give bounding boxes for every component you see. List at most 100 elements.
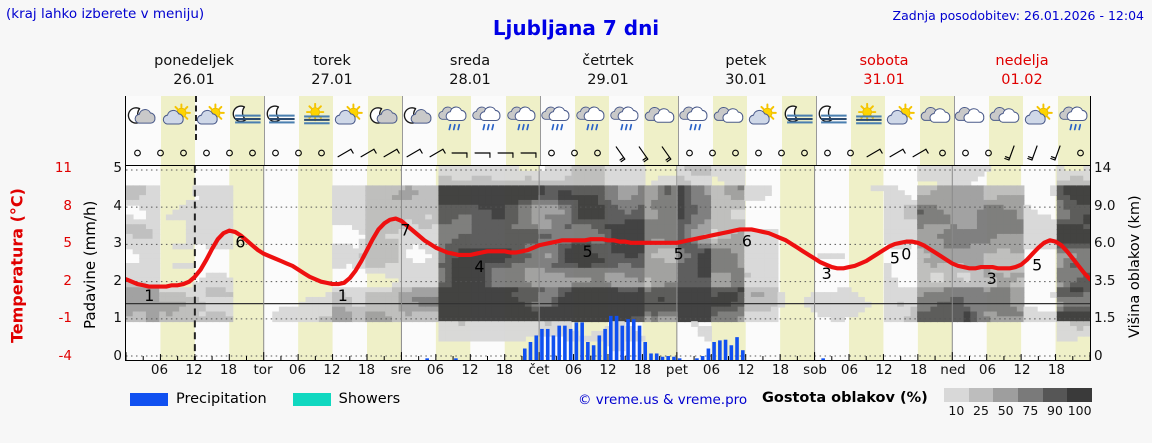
wind-barb — [678, 140, 701, 165]
x-axis-label: 06 — [564, 362, 583, 378]
day-name: sreda — [449, 53, 491, 69]
cloud-rain-icon — [437, 97, 472, 139]
moon-cloud-icon — [368, 97, 403, 139]
temperature-annotation: 6 — [742, 231, 752, 250]
night-shade — [712, 140, 747, 165]
cloud-density-tick: 100 — [1067, 403, 1092, 418]
x-axis-label: 06 — [702, 362, 721, 378]
axis-tick: -4 — [58, 348, 72, 364]
x-axis-label: 06 — [840, 362, 859, 378]
night-shade — [367, 140, 402, 165]
day-name: četrtek — [582, 53, 634, 69]
wind-barb — [908, 140, 931, 165]
wind-barb — [563, 140, 586, 165]
cloud-density-swatch — [944, 388, 969, 402]
sun-cloud-icon — [1023, 97, 1058, 139]
day-name: sobota — [859, 53, 909, 69]
x-axis-label: 12 — [599, 362, 617, 378]
cloud-density-tick: 90 — [1047, 403, 1063, 418]
wind-barb — [333, 140, 356, 165]
last-update-label: Zadnja posodobitev: 26.01.2026 - 12:04 — [892, 8, 1144, 23]
temperature-annotation: 5 — [674, 245, 684, 264]
day-date: 30.01 — [725, 72, 767, 88]
plot-canvas — [126, 166, 1090, 360]
day-separator — [678, 96, 679, 140]
temperature-annotation: 1 — [338, 286, 348, 305]
night-shade — [988, 140, 1023, 165]
moon-fog-icon — [264, 97, 299, 139]
wind-barb — [540, 140, 563, 165]
cloud-density-swatch — [1018, 388, 1043, 402]
cloud-rain-icon — [506, 97, 541, 139]
sun-fog-icon — [299, 97, 334, 139]
cloud-icon — [954, 97, 989, 139]
cloud-rain-icon — [678, 97, 713, 139]
moon-cloud-icon — [402, 97, 437, 139]
cloud-icon — [713, 97, 748, 139]
cloud-density-swatch — [1042, 388, 1068, 402]
x-axis-label: sre — [390, 362, 412, 378]
temperature-annotation: 3 — [987, 269, 997, 288]
wind-barb — [218, 140, 241, 165]
axis-tick: 5 — [113, 160, 122, 176]
temperature-annotation: 0 — [901, 245, 911, 264]
night-shade — [919, 140, 954, 165]
moon-fog-icon — [816, 97, 851, 139]
axis-tick: 2 — [63, 272, 72, 289]
wind-barb — [448, 140, 471, 165]
day-header-sreda: sreda 28.01 — [401, 52, 539, 92]
x-axis-label: 12 — [737, 362, 755, 378]
axis-tick: 3.5 — [1094, 272, 1116, 289]
temperature-annotation: 3 — [822, 264, 832, 283]
x-axis-label: čet — [528, 362, 550, 378]
current-time-marker — [195, 96, 197, 140]
wind-barb — [977, 140, 1000, 165]
day-separator — [816, 140, 817, 165]
wind-barb — [149, 140, 172, 165]
day-separator — [954, 140, 955, 165]
day-header-ponedeljek: ponedeljek 26.01 — [125, 52, 263, 92]
x-axis-label: 12 — [185, 362, 203, 378]
day-name: torek — [313, 53, 351, 69]
axis-tick: 3 — [113, 235, 122, 252]
temperature-annotation: 7 — [400, 220, 410, 239]
wind-barb — [701, 140, 724, 165]
axis-tick: -1 — [58, 310, 72, 327]
cloud-rain-icon — [540, 97, 575, 139]
day-date: 27.01 — [311, 72, 353, 88]
night-shade — [850, 140, 885, 165]
sun-cloud-icon — [195, 97, 230, 139]
cloud-density-tick: 75 — [1022, 403, 1039, 418]
x-axis-label: 12 — [1013, 362, 1031, 378]
precipitation-swatch — [130, 392, 168, 406]
wind-barb — [126, 140, 149, 165]
cloud-rain-icon — [609, 97, 644, 139]
legend-item-showers: Showers — [292, 391, 400, 407]
cloud-icon — [644, 97, 679, 139]
wind-barb — [1069, 140, 1090, 165]
series-legend: Precipitation Showers — [130, 388, 400, 410]
x-axis-label: 06 — [288, 362, 307, 378]
x-axis-label: sob — [803, 362, 827, 378]
wind-barb — [264, 140, 287, 165]
copyright-link[interactable]: © vreme.us & vreme.pro — [578, 392, 748, 408]
temperature-annotation: 5 — [583, 242, 593, 261]
night-shade — [1057, 140, 1090, 165]
x-axis-label: 18 — [495, 362, 514, 378]
cloud-density-swatch — [968, 388, 994, 402]
axis-tick: 1 — [113, 310, 122, 327]
wind-barb — [770, 140, 793, 165]
day-name: ponedeljek — [154, 53, 234, 69]
page-title: Ljubljana 7 dni — [492, 16, 660, 40]
x-axis-label: 12 — [323, 362, 341, 378]
axis-tick: 8 — [63, 197, 72, 214]
night-shade — [160, 140, 195, 165]
cloud-density-tick: 25 — [973, 403, 989, 418]
sun-fog-icon — [851, 97, 886, 139]
cloud-density-tick: 50 — [997, 403, 1014, 418]
wind-barb — [609, 140, 632, 165]
axis-tick: 6.0 — [1094, 235, 1116, 252]
night-shade — [574, 140, 609, 165]
